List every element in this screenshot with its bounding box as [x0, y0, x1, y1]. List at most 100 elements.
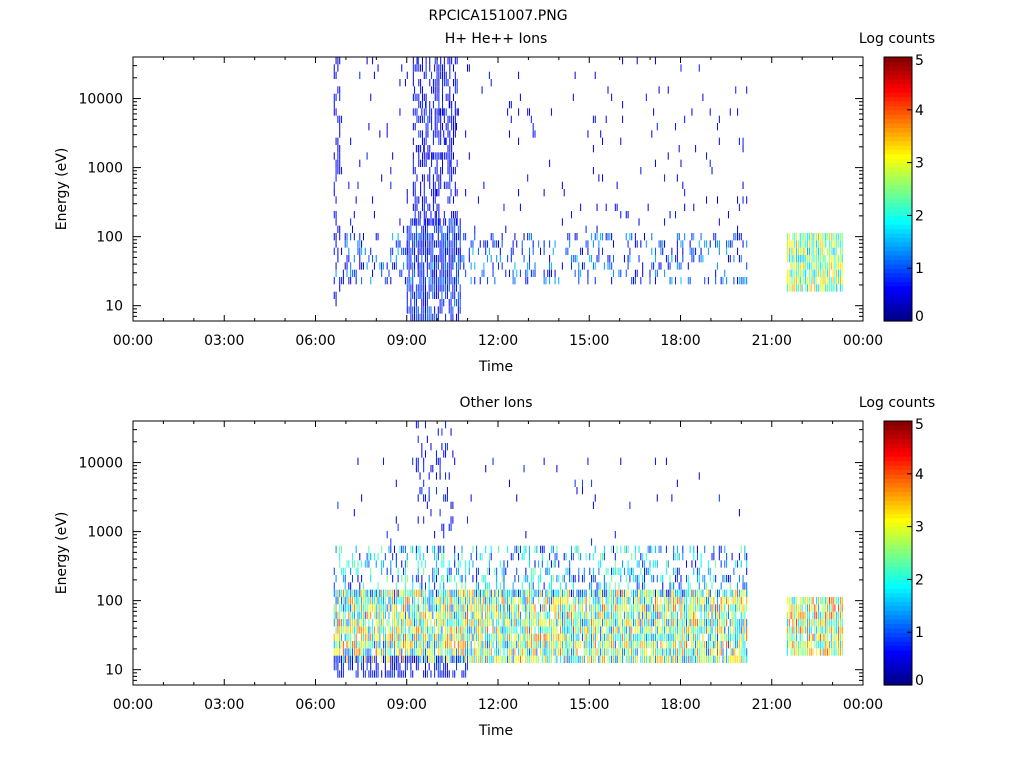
heatmap-cell: [523, 626, 525, 634]
heatmap-cell: [418, 145, 420, 153]
heatmap-cell: [834, 247, 836, 255]
heatmap-cell: [724, 604, 726, 612]
heatmap-cell: [498, 545, 499, 553]
heatmap-cell: [836, 648, 838, 656]
heatmap-cell: [418, 64, 420, 72]
heatmap-cell: [576, 648, 578, 656]
heatmap-cell: [587, 277, 589, 285]
heatmap-cell: [684, 597, 686, 605]
heatmap-cell: [461, 589, 463, 597]
heatmap-cell: [812, 277, 814, 285]
heatmap-cell: [796, 284, 798, 292]
heatmap-cell: [426, 545, 428, 553]
heatmap-cell: [514, 575, 516, 583]
heatmap-cell: [583, 619, 585, 627]
heatmap-cell: [373, 626, 375, 634]
heatmap-cell: [454, 71, 456, 79]
heatmap-cell: [803, 262, 805, 270]
heatmap-cell: [592, 589, 594, 597]
heatmap-cell: [693, 655, 695, 663]
heatmap-cell: [673, 589, 675, 597]
heatmap-cell: [713, 611, 715, 619]
heatmap-cell: [529, 108, 531, 116]
heatmap-cell: [673, 582, 675, 590]
heatmap-cell: [393, 648, 395, 656]
heatmap-cell: [614, 655, 616, 663]
heatmap-cell: [488, 633, 490, 641]
heatmap-cell: [571, 633, 572, 641]
heatmap-cell: [796, 233, 798, 241]
heatmap-cell: [339, 225, 341, 233]
heatmap-cell: [335, 233, 337, 241]
heatmap-cell: [530, 648, 532, 656]
colorbar-label: Log counts: [859, 395, 935, 411]
heatmap-cell: [585, 597, 587, 605]
heatmap-cell: [687, 277, 689, 285]
heatmap-cell: [607, 255, 609, 263]
heatmap-cell: [675, 211, 677, 219]
heatmap-cell: [700, 626, 702, 634]
heatmap-cell: [676, 545, 678, 553]
heatmap-cell: [408, 240, 410, 248]
heatmap-cell: [452, 633, 454, 641]
heatmap-cell: [786, 611, 788, 619]
heatmap-cell: [357, 560, 359, 568]
heatmap-cell: [501, 633, 503, 641]
heatmap-cell: [479, 277, 481, 285]
heatmap-cell: [665, 255, 667, 263]
heatmap-cell: [567, 641, 569, 649]
heatmap-cell: [711, 648, 713, 656]
heatmap-cell: [552, 560, 554, 568]
heatmap-cell: [435, 313, 437, 321]
heatmap-cell: [485, 626, 487, 634]
heatmap-cell: [807, 262, 809, 270]
heatmap-cell: [346, 262, 348, 270]
heatmap-cell: [572, 93, 574, 101]
heatmap-cell: [554, 604, 556, 612]
heatmap-cell: [461, 648, 463, 656]
heatmap-cell: [825, 619, 827, 627]
heatmap-cell: [612, 545, 614, 553]
heatmap-cell: [814, 641, 816, 649]
heatmap-cell: [333, 291, 335, 299]
heatmap-cell: [505, 604, 507, 612]
heatmap-cell: [512, 604, 514, 612]
heatmap-cell: [427, 145, 429, 153]
heatmap-cell: [700, 641, 702, 649]
heatmap-cell: [449, 115, 451, 123]
heatmap-cell: [346, 255, 348, 263]
heatmap-cell: [685, 575, 687, 583]
heatmap-cell: [401, 545, 403, 553]
heatmap-cell: [704, 641, 706, 649]
heatmap-cell: [554, 560, 556, 568]
heatmap-cell: [350, 648, 352, 656]
heatmap-cell: [607, 233, 609, 241]
heatmap-cell: [447, 145, 449, 153]
heatmap-cell: [660, 648, 662, 656]
heatmap-cell: [456, 648, 458, 656]
heatmap-cell: [355, 655, 357, 663]
heatmap-cell: [466, 604, 468, 612]
heatmap-cell: [614, 560, 616, 568]
heatmap-cell: [456, 626, 458, 634]
heatmap-cell: [415, 218, 417, 226]
heatmap-cell: [441, 269, 443, 277]
heatmap-cell: [461, 545, 463, 553]
heatmap-cell: [816, 633, 818, 641]
heatmap-cell: [508, 633, 510, 641]
heatmap-cell: [353, 611, 355, 619]
colorbar-swatch: [884, 206, 912, 212]
heatmap-cell: [717, 655, 718, 663]
heatmap-cell: [406, 611, 408, 619]
heatmap-cell: [337, 255, 339, 263]
heatmap-cell: [618, 589, 620, 597]
heatmap-cell: [417, 421, 419, 429]
heatmap-cell: [426, 269, 428, 277]
heatmap-cell: [567, 611, 569, 619]
heatmap-cell: [335, 575, 337, 583]
heatmap-cell: [408, 247, 410, 255]
heatmap-cell: [339, 86, 341, 94]
heatmap-cell: [498, 641, 499, 649]
heatmap-cell: [602, 597, 604, 605]
heatmap-cell: [598, 619, 600, 627]
